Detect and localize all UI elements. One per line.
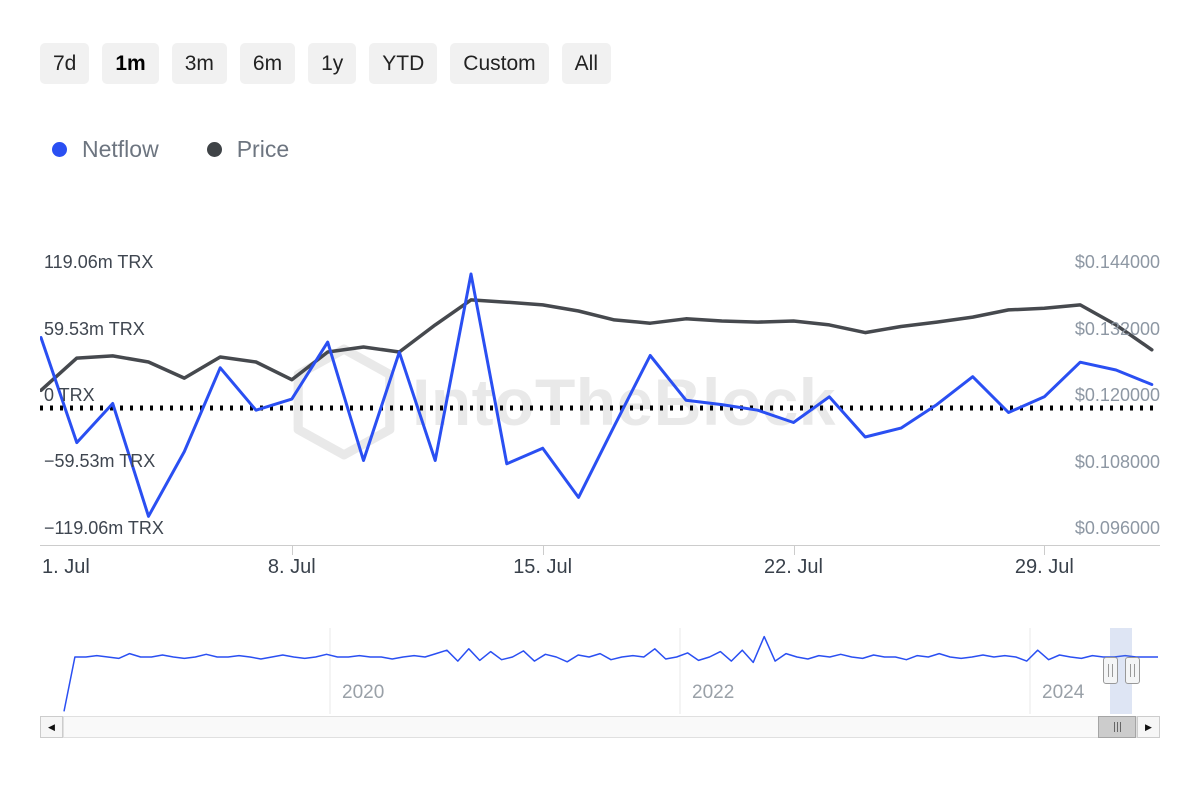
netflow-series-line — [40, 272, 1154, 518]
range-button-all[interactable]: All — [561, 43, 611, 84]
legend-item-netflow[interactable]: Netflow — [52, 136, 159, 163]
y-axis-right-label: $0.108000 — [1074, 451, 1160, 472]
x-axis-line — [40, 545, 1160, 546]
x-axis-tick — [1044, 546, 1046, 555]
handle-grip — [1108, 664, 1109, 677]
y-axis-right-label: $0.144000 — [1074, 252, 1160, 272]
navigator-year-label: 2024 — [1042, 682, 1085, 703]
scrollbar-thumb[interactable] — [1098, 716, 1136, 738]
range-button-7d[interactable]: 7d — [40, 43, 90, 84]
legend-marker-price-icon — [206, 142, 222, 157]
range-button-ytd[interactable]: YTD — [369, 43, 438, 84]
x-axis-label: 29. Jul — [1014, 556, 1074, 578]
scrollbar: ◀ ▶ — [40, 716, 1160, 740]
left-arrow-icon: ◀ — [48, 721, 55, 732]
x-axis-label: 1. Jul — [42, 556, 90, 578]
legend: Netflow Price — [52, 136, 289, 163]
y-axis-right-label: $0.132000 — [1074, 318, 1160, 339]
range-button-custom[interactable]: Custom — [450, 43, 549, 84]
navigator-selected-range[interactable] — [1110, 628, 1132, 714]
scrollbar-right-arrow-button[interactable]: ▶ — [1137, 716, 1160, 738]
price-series-line — [40, 298, 1154, 393]
y-axis-right-label: $0.120000 — [1074, 385, 1160, 405]
y-axis-left-label: 119.06m TRX — [44, 252, 154, 272]
x-axis-label: 15. Jul — [513, 556, 573, 578]
navigator-year-label: 2020 — [342, 682, 385, 703]
y-axis-right-label: $0.096000 — [1074, 518, 1160, 538]
range-button-3m[interactable]: 3m — [171, 43, 227, 84]
y-axis-left-label: −119.06m TRX — [44, 517, 164, 538]
handle-grip — [1134, 664, 1135, 677]
scrollbar-track[interactable] — [63, 716, 1137, 738]
thumb-grip — [1116, 722, 1118, 732]
x-axis-label: 22. Jul — [764, 556, 823, 578]
range-selector: 7d 1m 3m 6m 1y YTD Custom All — [40, 43, 611, 84]
range-button-1y[interactable]: 1y — [308, 43, 357, 84]
legend-item-price[interactable]: Price — [206, 136, 290, 163]
thumb-grip — [1113, 722, 1115, 732]
navigator-handle-right[interactable] — [1125, 657, 1140, 684]
x-axis-label: 8. Jul — [267, 556, 316, 578]
y-axis-left-label: 59.53m TRX — [44, 318, 145, 339]
y-axis-left-label: −59.53m TRX — [44, 451, 156, 472]
range-button-1m[interactable]: 1m — [102, 43, 159, 84]
handle-grip — [1112, 664, 1113, 677]
right-arrow-icon: ▶ — [1145, 721, 1152, 732]
navigator-series-line — [63, 635, 1158, 712]
navigator-year-label: 2022 — [692, 682, 735, 703]
navigator-plot-area[interactable] — [40, 628, 1160, 714]
scrollbar-left-arrow-button[interactable]: ◀ — [40, 716, 63, 738]
handle-grip — [1130, 664, 1131, 677]
main-chart-plot-area[interactable] — [40, 248, 1160, 548]
y-axis-left-label: 0 TRX — [44, 385, 95, 405]
legend-label: Price — [236, 136, 290, 162]
x-axis-tick — [793, 546, 795, 555]
legend-marker-netflow-icon — [52, 142, 67, 157]
range-button-6m[interactable]: 6m — [239, 43, 296, 84]
legend-label: Netflow — [82, 136, 159, 162]
x-axis-tick — [291, 546, 293, 555]
thumb-grip — [1119, 722, 1121, 732]
navigator-handle-left[interactable] — [1103, 657, 1118, 684]
x-axis-tick — [542, 546, 544, 555]
